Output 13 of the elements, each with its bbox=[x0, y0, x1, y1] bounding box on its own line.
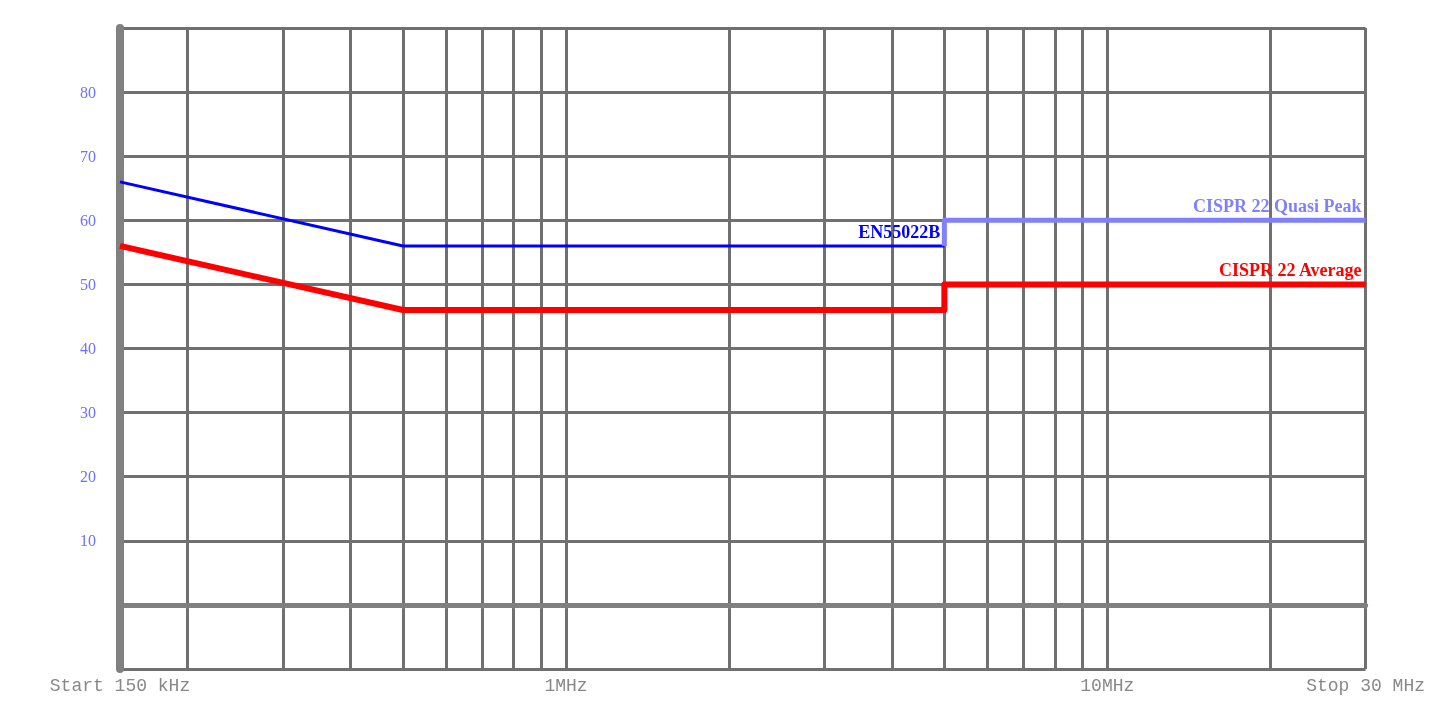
x-tick-label: 10MHz bbox=[1080, 676, 1135, 696]
x-tick-label: Stop 30 MHz bbox=[1306, 676, 1425, 696]
series-label: CISPR 22 Quasi Peak bbox=[1193, 196, 1362, 217]
x-tick-label: Start 150 kHz bbox=[49, 676, 191, 696]
x-tick-label: 1MHz bbox=[544, 676, 588, 696]
y-tick-label: 70 bbox=[80, 147, 96, 165]
y-tick-label: 60 bbox=[80, 211, 96, 229]
y-tick-label: 20 bbox=[80, 468, 96, 486]
y-tick-label: 80 bbox=[80, 83, 96, 101]
y-tick-label: 40 bbox=[80, 340, 96, 357]
y-tick-label: 50 bbox=[80, 275, 96, 293]
y-tick-label: 10 bbox=[80, 532, 96, 550]
y-tick-label: 30 bbox=[80, 404, 96, 422]
